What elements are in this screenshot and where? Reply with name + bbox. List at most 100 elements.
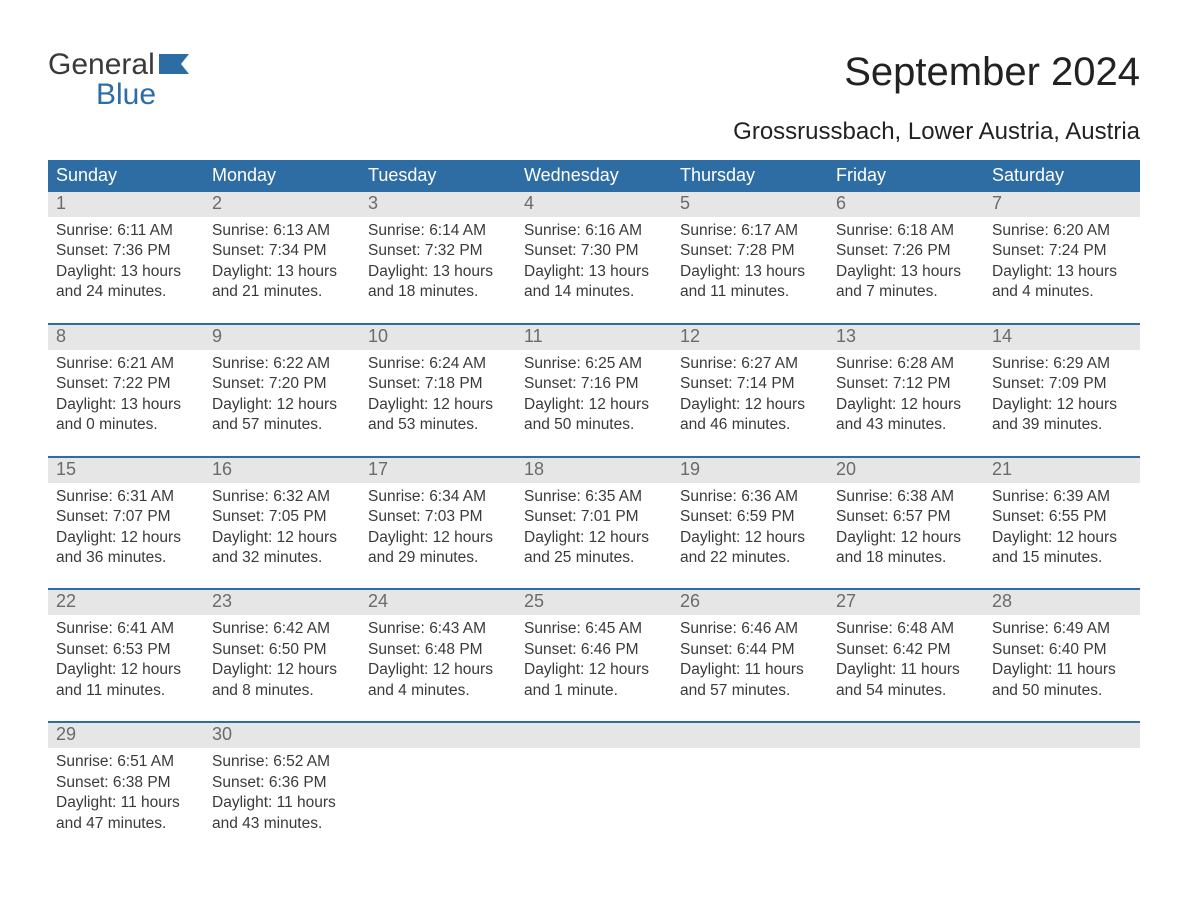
day-body: Sunrise: 6:25 AMSunset: 7:16 PMDaylight:… (516, 350, 672, 442)
daylight-line1: Daylight: 11 hours (212, 793, 352, 813)
daylight-line2: and 15 minutes. (992, 548, 1132, 568)
day-number: 26 (672, 590, 828, 615)
day-cell: 13Sunrise: 6:28 AMSunset: 7:12 PMDayligh… (828, 325, 984, 442)
day-body: Sunrise: 6:32 AMSunset: 7:05 PMDaylight:… (204, 483, 360, 575)
day-number: 10 (360, 325, 516, 350)
sunset-line: Sunset: 7:30 PM (524, 241, 664, 261)
sunset-line: Sunset: 7:20 PM (212, 374, 352, 394)
daylight-line1: Daylight: 12 hours (56, 528, 196, 548)
day-body: Sunrise: 6:42 AMSunset: 6:50 PMDaylight:… (204, 615, 360, 707)
logo: General Blue (48, 50, 189, 110)
day-number: 25 (516, 590, 672, 615)
day-body: Sunrise: 6:11 AMSunset: 7:36 PMDaylight:… (48, 217, 204, 309)
day-body: Sunrise: 6:24 AMSunset: 7:18 PMDaylight:… (360, 350, 516, 442)
day-cell: 26Sunrise: 6:46 AMSunset: 6:44 PMDayligh… (672, 590, 828, 707)
week-row: 22Sunrise: 6:41 AMSunset: 6:53 PMDayligh… (48, 588, 1140, 707)
sunset-line: Sunset: 7:05 PM (212, 507, 352, 527)
daylight-line1: Daylight: 13 hours (680, 262, 820, 282)
day-body: Sunrise: 6:16 AMSunset: 7:30 PMDaylight:… (516, 217, 672, 309)
sunset-line: Sunset: 6:38 PM (56, 773, 196, 793)
daylight-line1: Daylight: 12 hours (524, 395, 664, 415)
day-number: 1 (48, 192, 204, 217)
sunrise-line: Sunrise: 6:32 AM (212, 487, 352, 507)
sunrise-line: Sunrise: 6:17 AM (680, 221, 820, 241)
daylight-line1: Daylight: 12 hours (680, 395, 820, 415)
day-cell: 10Sunrise: 6:24 AMSunset: 7:18 PMDayligh… (360, 325, 516, 442)
day-cell (516, 723, 672, 840)
daylight-line2: and 8 minutes. (212, 681, 352, 701)
weekday-header: Sunday (48, 160, 204, 192)
sunrise-line: Sunrise: 6:45 AM (524, 619, 664, 639)
day-number: 17 (360, 458, 516, 483)
sunrise-line: Sunrise: 6:29 AM (992, 354, 1132, 374)
day-cell (984, 723, 1140, 840)
header: General Blue September 2024 (48, 50, 1140, 110)
daylight-line1: Daylight: 13 hours (56, 395, 196, 415)
daylight-line2: and 32 minutes. (212, 548, 352, 568)
daylight-line2: and 18 minutes. (368, 282, 508, 302)
sunrise-line: Sunrise: 6:11 AM (56, 221, 196, 241)
day-body: Sunrise: 6:17 AMSunset: 7:28 PMDaylight:… (672, 217, 828, 309)
sunset-line: Sunset: 6:48 PM (368, 640, 508, 660)
day-number: 3 (360, 192, 516, 217)
day-body: Sunrise: 6:48 AMSunset: 6:42 PMDaylight:… (828, 615, 984, 707)
daylight-line2: and 39 minutes. (992, 415, 1132, 435)
daylight-line2: and 54 minutes. (836, 681, 976, 701)
day-cell: 1Sunrise: 6:11 AMSunset: 7:36 PMDaylight… (48, 192, 204, 309)
day-number: 22 (48, 590, 204, 615)
day-cell: 15Sunrise: 6:31 AMSunset: 7:07 PMDayligh… (48, 458, 204, 575)
day-number: 18 (516, 458, 672, 483)
daylight-line2: and 50 minutes. (992, 681, 1132, 701)
day-body: Sunrise: 6:35 AMSunset: 7:01 PMDaylight:… (516, 483, 672, 575)
day-number (360, 723, 516, 748)
week-row: 8Sunrise: 6:21 AMSunset: 7:22 PMDaylight… (48, 323, 1140, 442)
day-body: Sunrise: 6:13 AMSunset: 7:34 PMDaylight:… (204, 217, 360, 309)
sunrise-line: Sunrise: 6:13 AM (212, 221, 352, 241)
daylight-line2: and 57 minutes. (680, 681, 820, 701)
day-cell: 6Sunrise: 6:18 AMSunset: 7:26 PMDaylight… (828, 192, 984, 309)
daylight-line1: Daylight: 12 hours (680, 528, 820, 548)
weekday-header: Wednesday (516, 160, 672, 192)
sunrise-line: Sunrise: 6:36 AM (680, 487, 820, 507)
sunset-line: Sunset: 7:36 PM (56, 241, 196, 261)
day-cell: 20Sunrise: 6:38 AMSunset: 6:57 PMDayligh… (828, 458, 984, 575)
sunrise-line: Sunrise: 6:24 AM (368, 354, 508, 374)
sunset-line: Sunset: 6:57 PM (836, 507, 976, 527)
daylight-line2: and 21 minutes. (212, 282, 352, 302)
day-body: Sunrise: 6:46 AMSunset: 6:44 PMDaylight:… (672, 615, 828, 707)
location-text: Grossrussbach, Lower Austria, Austria (48, 118, 1140, 146)
day-body: Sunrise: 6:38 AMSunset: 6:57 PMDaylight:… (828, 483, 984, 575)
day-number (828, 723, 984, 748)
day-body: Sunrise: 6:45 AMSunset: 6:46 PMDaylight:… (516, 615, 672, 707)
sunset-line: Sunset: 7:03 PM (368, 507, 508, 527)
day-body: Sunrise: 6:21 AMSunset: 7:22 PMDaylight:… (48, 350, 204, 442)
weekday-header: Tuesday (360, 160, 516, 192)
daylight-line2: and 14 minutes. (524, 282, 664, 302)
day-number: 2 (204, 192, 360, 217)
sunset-line: Sunset: 7:28 PM (680, 241, 820, 261)
day-cell: 11Sunrise: 6:25 AMSunset: 7:16 PMDayligh… (516, 325, 672, 442)
daylight-line2: and 36 minutes. (56, 548, 196, 568)
day-cell: 19Sunrise: 6:36 AMSunset: 6:59 PMDayligh… (672, 458, 828, 575)
daylight-line1: Daylight: 11 hours (680, 660, 820, 680)
weekday-header: Saturday (984, 160, 1140, 192)
day-cell: 4Sunrise: 6:16 AMSunset: 7:30 PMDaylight… (516, 192, 672, 309)
sunset-line: Sunset: 7:12 PM (836, 374, 976, 394)
daylight-line2: and 29 minutes. (368, 548, 508, 568)
daylight-line1: Daylight: 12 hours (836, 395, 976, 415)
day-cell: 7Sunrise: 6:20 AMSunset: 7:24 PMDaylight… (984, 192, 1140, 309)
daylight-line2: and 57 minutes. (212, 415, 352, 435)
day-body: Sunrise: 6:43 AMSunset: 6:48 PMDaylight:… (360, 615, 516, 707)
sunset-line: Sunset: 7:14 PM (680, 374, 820, 394)
day-cell: 16Sunrise: 6:32 AMSunset: 7:05 PMDayligh… (204, 458, 360, 575)
day-number: 4 (516, 192, 672, 217)
sunset-line: Sunset: 7:32 PM (368, 241, 508, 261)
sunset-line: Sunset: 6:55 PM (992, 507, 1132, 527)
day-number: 29 (48, 723, 204, 748)
logo-flag-icon (155, 50, 189, 80)
daylight-line2: and 11 minutes. (56, 681, 196, 701)
day-number: 16 (204, 458, 360, 483)
sunrise-line: Sunrise: 6:52 AM (212, 752, 352, 772)
day-number: 15 (48, 458, 204, 483)
sunset-line: Sunset: 7:18 PM (368, 374, 508, 394)
